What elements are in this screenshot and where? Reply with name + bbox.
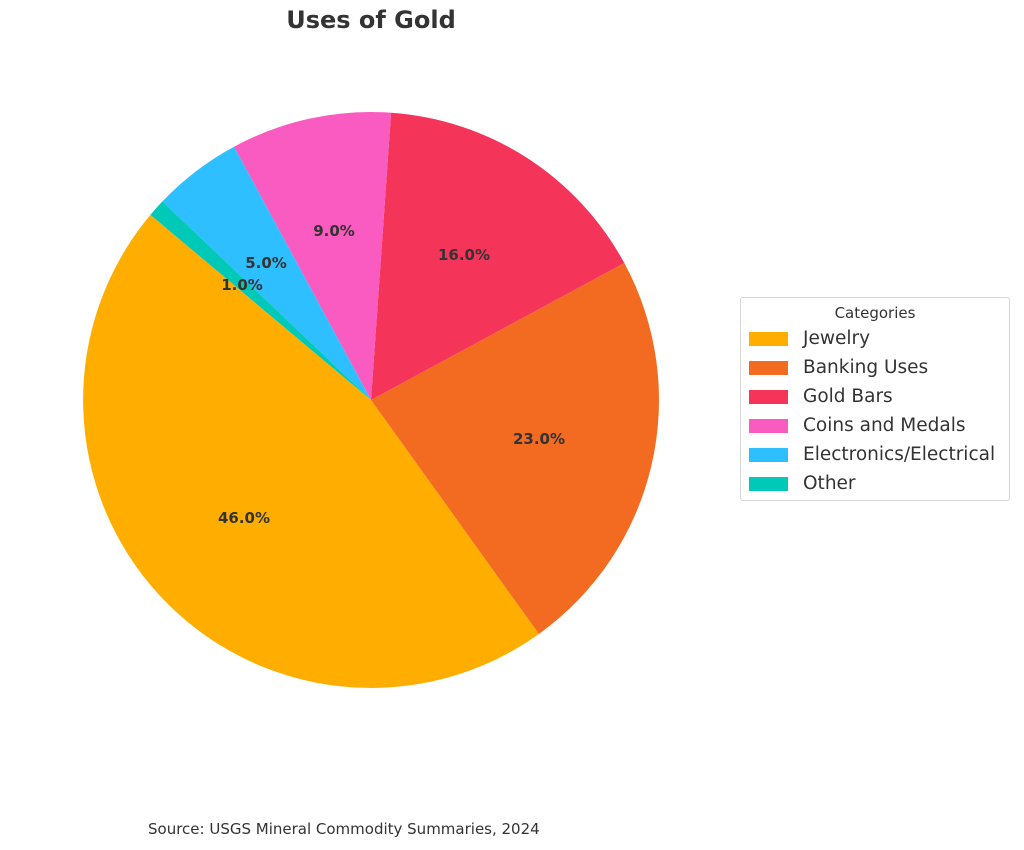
legend-item-electronics: Electronics/Electrical xyxy=(741,440,1009,469)
legend-label: Jewelry xyxy=(803,328,871,349)
legend-item-coins-and-medals: Coins and Medals xyxy=(741,411,1009,440)
pct-label-other: 1.0% xyxy=(221,276,263,294)
legend-label: Coins and Medals xyxy=(803,415,966,436)
legend-item-banking-uses: Banking Uses xyxy=(741,353,1009,382)
pct-label-banking-uses: 23.0% xyxy=(513,430,565,448)
legend-swatch xyxy=(749,418,788,433)
legend-swatch xyxy=(749,447,788,462)
chart-title: Uses of Gold xyxy=(286,6,456,34)
slice-gold-bars xyxy=(371,112,625,400)
legend-label: Other xyxy=(803,473,856,494)
legend-swatch xyxy=(749,360,788,375)
slice-coins-and-medals xyxy=(234,112,392,401)
slice-banking-uses xyxy=(371,263,659,634)
legend-swatch xyxy=(749,331,788,346)
pct-label-jewelry: 46.0% xyxy=(218,509,270,527)
pct-label-coins-and-medals: 9.0% xyxy=(313,222,355,240)
legend-title: Categories xyxy=(834,304,916,322)
legend-item-gold-bars: Gold Bars xyxy=(741,382,1009,411)
pct-label-electronics: 5.0% xyxy=(245,254,287,272)
legend-swatch xyxy=(749,476,788,491)
slice-jewelry xyxy=(83,214,539,688)
source-note: Source: USGS Mineral Commodity Summaries… xyxy=(148,820,540,838)
pie-chart: 46.0% 23.0% 16.0% 9.0% 5.0% 1.0% xyxy=(83,112,659,688)
pct-label-gold-bars: 16.0% xyxy=(438,246,490,264)
legend-label: Electronics/Electrical xyxy=(803,444,996,465)
slice-electronics xyxy=(162,146,371,400)
legend: Categories Jewelry Banking Uses Gold Bar… xyxy=(740,297,1010,501)
legend-item-jewelry: Jewelry xyxy=(741,324,1009,353)
legend-item-other: Other xyxy=(741,469,1009,498)
slice-other xyxy=(150,201,371,400)
legend-label: Banking Uses xyxy=(803,357,929,378)
legend-swatch xyxy=(749,389,788,404)
legend-label: Gold Bars xyxy=(803,386,893,407)
